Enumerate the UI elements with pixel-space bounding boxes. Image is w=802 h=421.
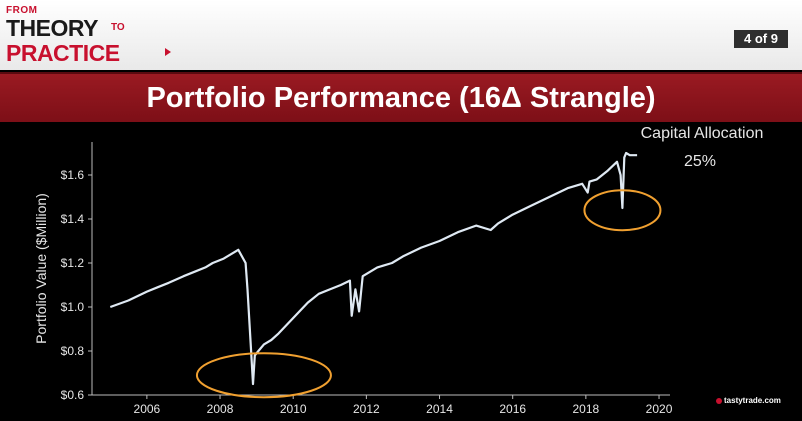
x-tick-label: 2012 bbox=[353, 402, 380, 416]
highlight-ellipse bbox=[583, 189, 662, 232]
y-tick-label: $1.4 bbox=[61, 212, 85, 226]
x-tick-label: 2008 bbox=[207, 402, 234, 416]
logo-practice-text: PRACTICE bbox=[6, 40, 120, 66]
logo-theory-text: THEORY bbox=[6, 15, 99, 41]
logo-arrow-icon bbox=[165, 48, 171, 56]
y-tick-label: $0.6 bbox=[61, 388, 85, 402]
y-tick-label: $1.0 bbox=[61, 300, 85, 314]
page-indicator: 4 of 9 bbox=[734, 30, 788, 48]
series-line-portfolio bbox=[109, 151, 638, 386]
x-tick-label: 2016 bbox=[499, 402, 526, 416]
x-tick-label: 2020 bbox=[646, 402, 673, 416]
brand-logo: tastytrade.com bbox=[716, 396, 781, 405]
cherry-icon bbox=[716, 397, 722, 404]
annotation-capital-allocation: Capital Allocation bbox=[641, 125, 764, 142]
x-tick-label: 2018 bbox=[573, 402, 600, 416]
title-bar: Portfolio Performance (16Δ Strangle) bbox=[0, 72, 802, 122]
logo-from-text: FROM bbox=[6, 5, 38, 16]
y-axis-title: Portfolio Value ($Million) bbox=[33, 193, 49, 344]
y-tick-label: $1.6 bbox=[61, 168, 85, 182]
x-tick-label: 2014 bbox=[426, 402, 453, 416]
top-banner: FROM THEORY TO PRACTICE 4 of 9 bbox=[0, 0, 802, 70]
brand-name: tastytrade.com bbox=[724, 396, 781, 405]
logo-to-text: TO bbox=[111, 22, 125, 33]
slide-title: Portfolio Performance (16Δ Strangle) bbox=[146, 82, 656, 114]
annotation-allocation-value: 25% bbox=[684, 153, 716, 170]
y-tick-label: $1.2 bbox=[61, 256, 85, 270]
x-tick-label: 2006 bbox=[134, 402, 161, 416]
x-tick-label: 2010 bbox=[280, 402, 307, 416]
highlight-ellipse bbox=[195, 352, 332, 399]
y-tick-label: $0.8 bbox=[61, 344, 85, 358]
